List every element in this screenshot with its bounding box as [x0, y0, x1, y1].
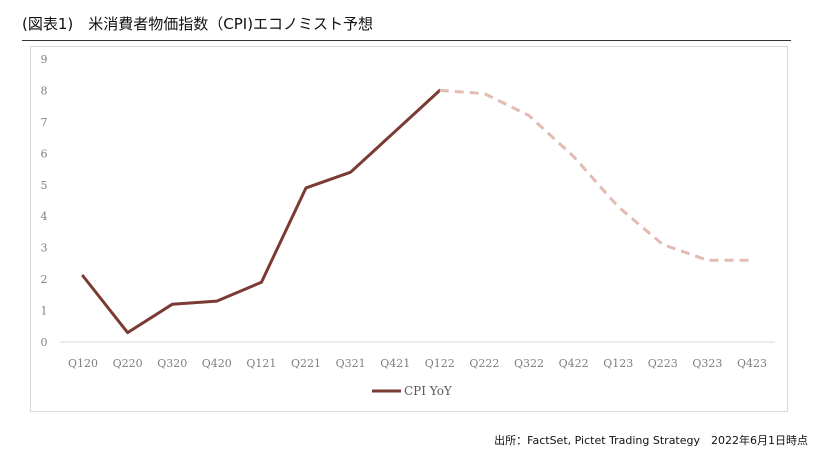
y-axis-ticks: 0 1 2 3 4 5 6 7 8 9 [41, 53, 48, 349]
y-tick-label: 9 [41, 53, 48, 66]
x-tick-label: Q220 [113, 357, 143, 370]
x-tick-label: Q420 [202, 357, 232, 370]
chart-frame [30, 46, 788, 412]
x-tick-label: Q123 [603, 357, 633, 370]
x-tick-label: Q322 [514, 357, 544, 370]
y-tick-label: 4 [41, 210, 48, 223]
y-tick-label: 6 [41, 147, 48, 160]
forecast-series-line [439, 88, 752, 262]
y-tick-label: 7 [41, 116, 48, 129]
x-tick-label: Q422 [559, 357, 589, 370]
x-tick-label: Q321 [336, 357, 366, 370]
y-tick-label: 1 [41, 305, 48, 318]
x-tick-label: Q323 [692, 357, 722, 370]
y-tick-label: 8 [41, 84, 48, 97]
x-tick-label: Q121 [246, 357, 276, 370]
series-lines [81, 88, 752, 335]
legend: CPI YoY [372, 384, 453, 398]
x-tick-label: Q222 [469, 357, 499, 370]
title-divider [22, 40, 791, 41]
x-tick-label: Q120 [68, 357, 98, 370]
y-tick-label: 5 [41, 179, 48, 192]
x-tick-label: Q421 [380, 357, 410, 370]
actual-series-line [81, 88, 442, 335]
legend-label: CPI YoY [404, 384, 453, 398]
x-tick-label: Q122 [425, 357, 455, 370]
x-axis-ticks: Q120 Q220 Q320 Q420 Q121 Q221 Q321 Q421 Q122 Q222… [68, 357, 767, 370]
y-tick-label: 3 [41, 242, 48, 255]
source-note: 出所：FactSet, Pictet Trading Strategy 2022… [494, 434, 808, 447]
x-tick-label: Q223 [648, 357, 678, 370]
y-tick-label: 2 [41, 273, 48, 286]
chart-title: (図表1) 米消費者物価指数（CPI)エコノミスト予想 [22, 15, 374, 33]
y-tick-label: 0 [41, 336, 48, 349]
x-tick-label: Q221 [291, 357, 321, 370]
x-tick-label: Q320 [157, 357, 187, 370]
x-tick-label: Q423 [737, 357, 767, 370]
